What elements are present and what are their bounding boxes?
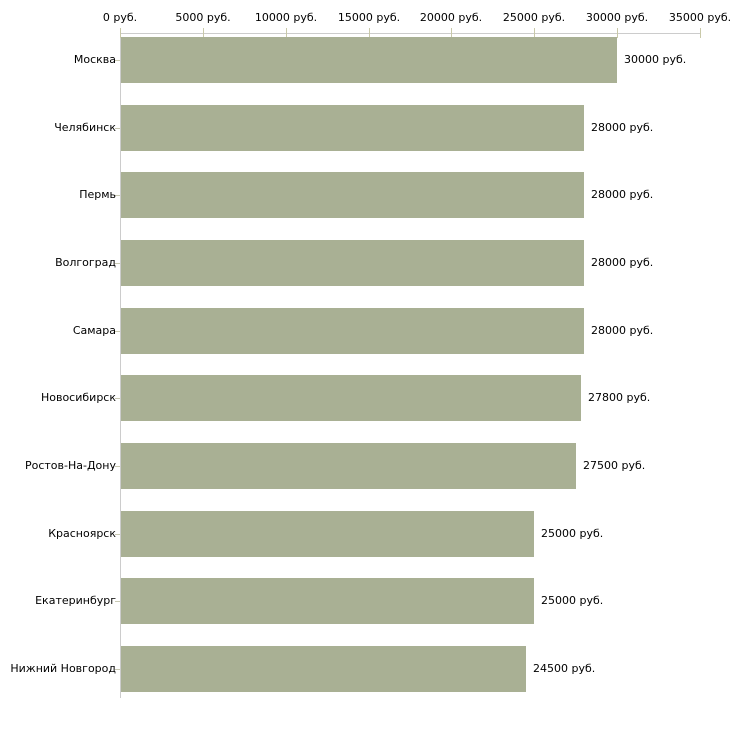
y-axis-tick — [115, 60, 120, 61]
x-axis-tick-label: 0 руб. — [102, 11, 138, 24]
y-axis-line — [120, 33, 121, 698]
x-axis-tick-label: 10000 руб. — [254, 11, 318, 24]
x-axis-tick — [534, 28, 535, 38]
y-axis-tick — [115, 534, 120, 535]
y-axis-tick — [115, 195, 120, 196]
x-axis-tick-label: 30000 руб. — [585, 11, 649, 24]
value-label: 28000 руб. — [591, 188, 654, 201]
y-axis-tick — [115, 398, 120, 399]
y-axis-tick — [115, 601, 120, 602]
bar — [121, 240, 584, 286]
value-label: 28000 руб. — [591, 324, 654, 337]
y-axis-tick — [115, 263, 120, 264]
category-label: Красноярск — [48, 527, 116, 540]
bar — [121, 105, 584, 151]
y-axis-tick — [115, 466, 120, 467]
category-label: Новосибирск — [40, 391, 116, 404]
x-axis-tick-label: 20000 руб. — [419, 11, 483, 24]
category-label: Екатеринбург — [35, 594, 116, 607]
category-label: Волгоград — [55, 256, 116, 269]
x-axis-tick — [369, 28, 370, 38]
value-label: 24500 руб. — [533, 662, 596, 675]
x-axis-tick-label: 15000 руб. — [337, 11, 401, 24]
x-axis-tick — [451, 28, 452, 38]
category-label: Пермь — [79, 188, 116, 201]
y-axis-tick — [115, 331, 120, 332]
y-axis-tick — [115, 669, 120, 670]
value-label: 25000 руб. — [541, 594, 604, 607]
value-label: 28000 руб. — [591, 256, 654, 269]
bar — [121, 443, 576, 489]
x-axis-tick — [203, 28, 204, 38]
x-axis-tick — [617, 28, 618, 38]
bar — [121, 308, 584, 354]
x-axis-tick-label: 25000 руб. — [502, 11, 566, 24]
category-label: Москва — [73, 53, 116, 66]
value-label: 27500 руб. — [583, 459, 646, 472]
x-axis-tick — [700, 28, 701, 38]
value-label: 27800 руб. — [588, 391, 651, 404]
bar — [121, 578, 534, 624]
bar — [121, 37, 617, 83]
y-axis-tick — [115, 128, 120, 129]
category-label: Нижний Новгород — [10, 662, 116, 675]
x-axis-tick — [120, 28, 121, 38]
x-axis-tick-label: 35000 руб. — [668, 11, 730, 24]
category-label: Самара — [72, 324, 116, 337]
bar — [121, 646, 526, 692]
category-label: Челябинск — [54, 121, 116, 134]
x-axis-line — [120, 33, 701, 34]
bar — [121, 172, 584, 218]
value-label: 30000 руб. — [624, 53, 687, 66]
x-axis-tick-label: 5000 руб. — [175, 11, 231, 24]
value-label: 28000 руб. — [591, 121, 654, 134]
x-axis-tick — [286, 28, 287, 38]
bar — [121, 375, 581, 421]
bar — [121, 511, 534, 557]
category-label: Ростов-На-Дону — [24, 459, 116, 472]
value-label: 25000 руб. — [541, 527, 604, 540]
